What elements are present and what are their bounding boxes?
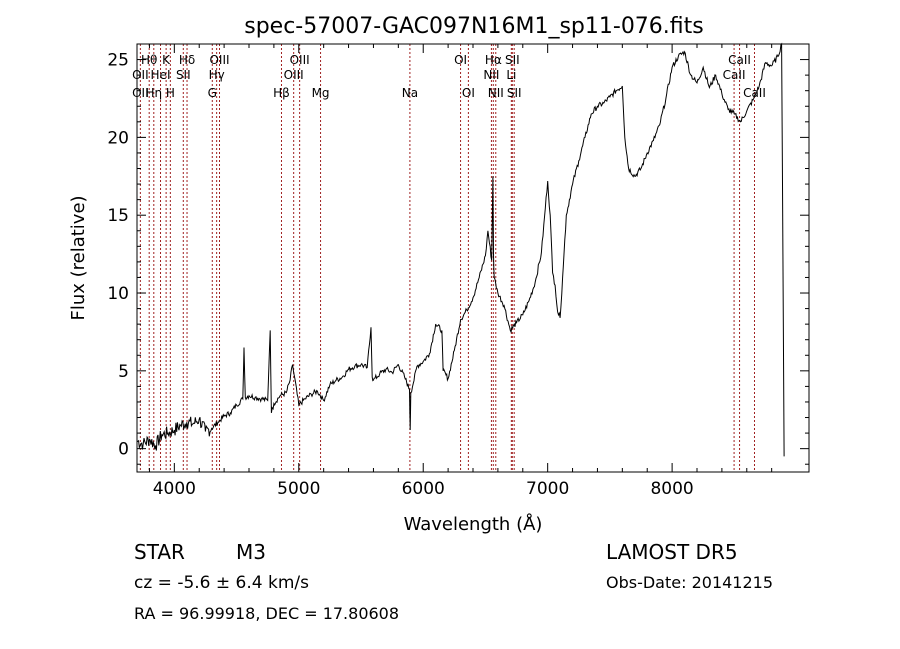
marker-label: NII xyxy=(488,86,504,100)
marker-label: K xyxy=(162,53,171,67)
x-tick-label: 8000 xyxy=(650,479,693,499)
marker-label: OIII xyxy=(290,53,310,67)
marker-label: OIII xyxy=(284,68,304,82)
marker-label: CaII xyxy=(728,53,751,67)
x-axis-label: Wavelength (Å) xyxy=(404,513,543,535)
marker-label: Hβ xyxy=(273,86,290,100)
object-class: STAR xyxy=(134,540,185,564)
marker-label: Li xyxy=(506,68,516,82)
marker-label: OII xyxy=(132,86,149,100)
coordinates: RA = 96.99918, DEC = 17.80608 xyxy=(134,604,400,623)
marker-label: Hα xyxy=(485,53,502,67)
y-tick-label: 10 xyxy=(107,284,129,304)
marker-label: Hδ xyxy=(179,53,195,67)
obs-date: Obs-Date: 20141215 xyxy=(606,573,774,592)
x-tick-label: 5000 xyxy=(277,479,320,499)
y-tick-label: 20 xyxy=(107,128,129,148)
marker-label: HeI xyxy=(151,68,171,82)
marker-label: SII xyxy=(176,68,191,82)
redshift-readout: cz = -5.6 ± 6.4 km/s xyxy=(134,573,309,593)
chart-title: spec-57007-GAC097N16M1_sp11-076.fits xyxy=(244,14,704,39)
marker-label: CaII xyxy=(723,68,746,82)
object-subclass: M3 xyxy=(236,540,266,564)
y-tick-label: 15 xyxy=(107,206,129,226)
marker-label: OI xyxy=(462,86,475,100)
x-tick-label: 6000 xyxy=(402,479,445,499)
marker-label: SII xyxy=(505,53,520,67)
marker-label: OI xyxy=(454,53,467,67)
marker-label: NII xyxy=(483,68,499,82)
plot-frame xyxy=(136,43,810,473)
marker-label: OIII xyxy=(209,53,229,67)
x-axis-ticks: 4000 5000 6000 7000 8000 xyxy=(148,44,773,499)
y-axis-label: Flux (relative) xyxy=(68,195,89,320)
y-tick-label: 0 xyxy=(118,440,129,460)
marker-label: Mg xyxy=(312,86,330,100)
line-markers xyxy=(139,44,755,472)
y-tick-label: 25 xyxy=(107,51,129,71)
marker-label: CaII xyxy=(743,86,766,100)
survey-name: LAMOST DR5 xyxy=(606,540,738,564)
spectrum-line xyxy=(136,42,785,457)
marker-label: Na xyxy=(402,86,418,100)
marker-label: G xyxy=(208,86,217,100)
x-tick-label: 7000 xyxy=(526,479,569,499)
marker-label: H xyxy=(166,86,175,100)
marker-label: Hη xyxy=(145,86,162,100)
marker-label: Hγ xyxy=(209,68,225,82)
x-tick-label: 4000 xyxy=(153,479,196,499)
y-axis-ticks: 0 5 10 15 20 25 xyxy=(107,51,809,465)
marker-label: SII xyxy=(507,86,522,100)
y-tick-label: 5 xyxy=(118,362,129,382)
marker-label: Hθ xyxy=(141,53,157,67)
